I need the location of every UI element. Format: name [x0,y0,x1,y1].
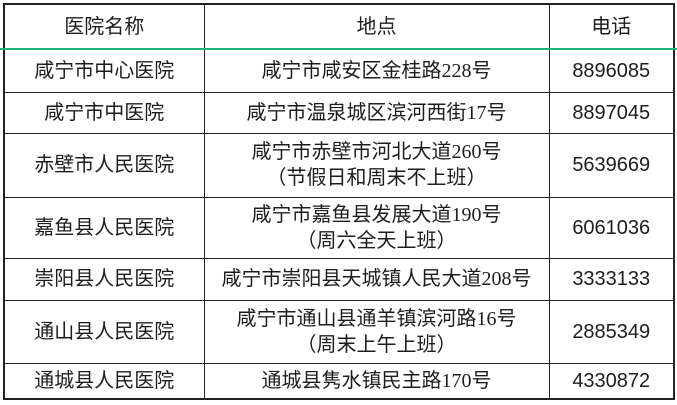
column-header-phone: 电话 [548,3,675,50]
cell-phone: 8896085 [548,48,675,93]
cell-phone: 8897045 [548,91,675,134]
column-header-hospital-name: 医院名称 [3,3,205,50]
cell-hospital-name: 通山县人民医院 [3,299,205,364]
table-body: 咸宁市中心医院 咸宁市咸安区金桂路228号 8896085 咸宁市中医院 咸宁市温泉城区… [3,48,675,400]
table-row: 通城县人民医院 通城县隽水镇民主路170号 4330872 [3,362,675,400]
header-row: 医院名称 地点 电话 [3,3,675,50]
cell-address: 通城县隽水镇民主路170号 [203,362,550,400]
address-line: （节假日和周末不上班） [266,167,487,189]
address-line: （周六全天上班） [296,229,457,252]
header-underline-rule [0,48,677,50]
table-row: 咸宁市中心医院 咸宁市咸安区金桂路228号 8896085 [3,48,675,93]
cell-address: 咸宁市赤壁市河北大道260号 （节假日和周末不上班） [203,132,550,198]
cell-hospital-name: 咸宁市中医院 [3,91,205,134]
cell-phone: 5639669 [548,132,675,198]
table-row: 赤壁市人民医院 咸宁市赤壁市河北大道260号 （节假日和周末不上班） 5639669 [3,132,675,198]
table-row: 嘉鱼县人民医院 咸宁市嘉鱼县发展大道190号 （周六全天上班） 6061036 [3,196,675,259]
table-header: 医院名称 地点 电话 [3,3,675,50]
hospital-table: 医院名称 地点 电话 咸宁市中心医院 咸宁市咸安区金桂路228号 8896085 咸宁… [3,3,675,400]
cell-address: 咸宁市温泉城区滨河西街17号 [203,91,550,134]
address-line: 咸宁市温泉城区滨河西街17号 [246,101,507,124]
cell-hospital-name: 崇阳县人民医院 [3,257,205,301]
cell-hospital-name: 赤壁市人民医院 [3,132,205,198]
cell-phone: 2885349 [548,299,675,364]
address-line: 通城县隽水镇民主路170号 [261,369,492,392]
cell-phone: 4330872 [548,362,675,400]
cell-phone: 6061036 [548,196,675,259]
cell-address: 咸宁市崇阳县天城镇人民大道208号 [203,257,550,301]
cell-phone: 3333133 [548,257,675,301]
address-line: 咸宁市崇阳县天城镇人民大道208号 [221,268,532,290]
cell-hospital-name: 嘉鱼县人民医院 [3,196,205,259]
address-line: 咸宁市通山县通羊镇滨河路16号 [236,307,517,330]
table-row: 崇阳县人民医院 咸宁市崇阳县天城镇人民大道208号 3333133 [3,257,675,301]
cell-hospital-name: 通城县人民医院 [3,362,205,400]
address-line: 咸宁市赤壁市河北大道260号 [251,141,502,163]
address-line: 咸宁市咸安区金桂路228号 [261,59,492,82]
table-row: 咸宁市中医院 咸宁市温泉城区滨河西街17号 8897045 [3,91,675,134]
cell-address: 咸宁市嘉鱼县发展大道190号 （周六全天上班） [203,196,550,259]
cell-address: 咸宁市咸安区金桂路228号 [203,48,550,93]
column-header-address: 地点 [203,3,550,50]
cell-address: 咸宁市通山县通羊镇滨河路16号 （周末上午上班） [203,299,550,364]
address-line: （周末上午上班） [296,333,457,356]
address-line: 咸宁市嘉鱼县发展大道190号 [251,203,502,226]
cell-hospital-name: 咸宁市中心医院 [3,48,205,93]
table-row: 通山县人民医院 咸宁市通山县通羊镇滨河路16号 （周末上午上班） 2885349 [3,299,675,364]
